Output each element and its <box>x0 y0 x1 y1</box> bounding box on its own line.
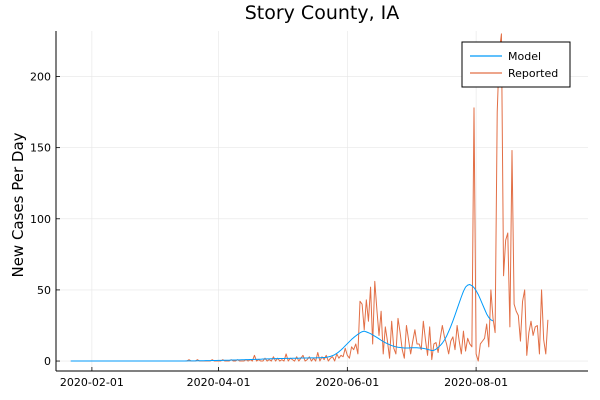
y-tick-label: 100 <box>30 213 51 226</box>
x-tick-label: 2020-08-01 <box>444 376 508 389</box>
series-layer <box>70 33 549 362</box>
series-line-model <box>70 284 494 362</box>
y-tick-label: 150 <box>30 142 51 155</box>
legend: Model Reported <box>461 41 571 88</box>
axis-ticks: 2020-02-01 2020-04-01 2020-06-01 2020-08-01… <box>30 71 508 389</box>
y-tick-label: 200 <box>30 71 51 84</box>
legend-box <box>461 41 571 88</box>
x-tick-label: 2020-06-01 <box>315 376 379 389</box>
x-tick-label: 2020-02-01 <box>60 376 124 389</box>
y-axis-label: New Cases Per Day <box>9 132 27 277</box>
y-tick-label: 50 <box>37 284 51 297</box>
legend-label-reported: Reported <box>508 67 558 80</box>
chart-title: Story County, IA <box>245 2 400 24</box>
legend-label-model: Model <box>508 50 541 63</box>
y-tick-label: 0 <box>44 355 51 368</box>
x-tick-label: 2020-04-01 <box>187 376 251 389</box>
